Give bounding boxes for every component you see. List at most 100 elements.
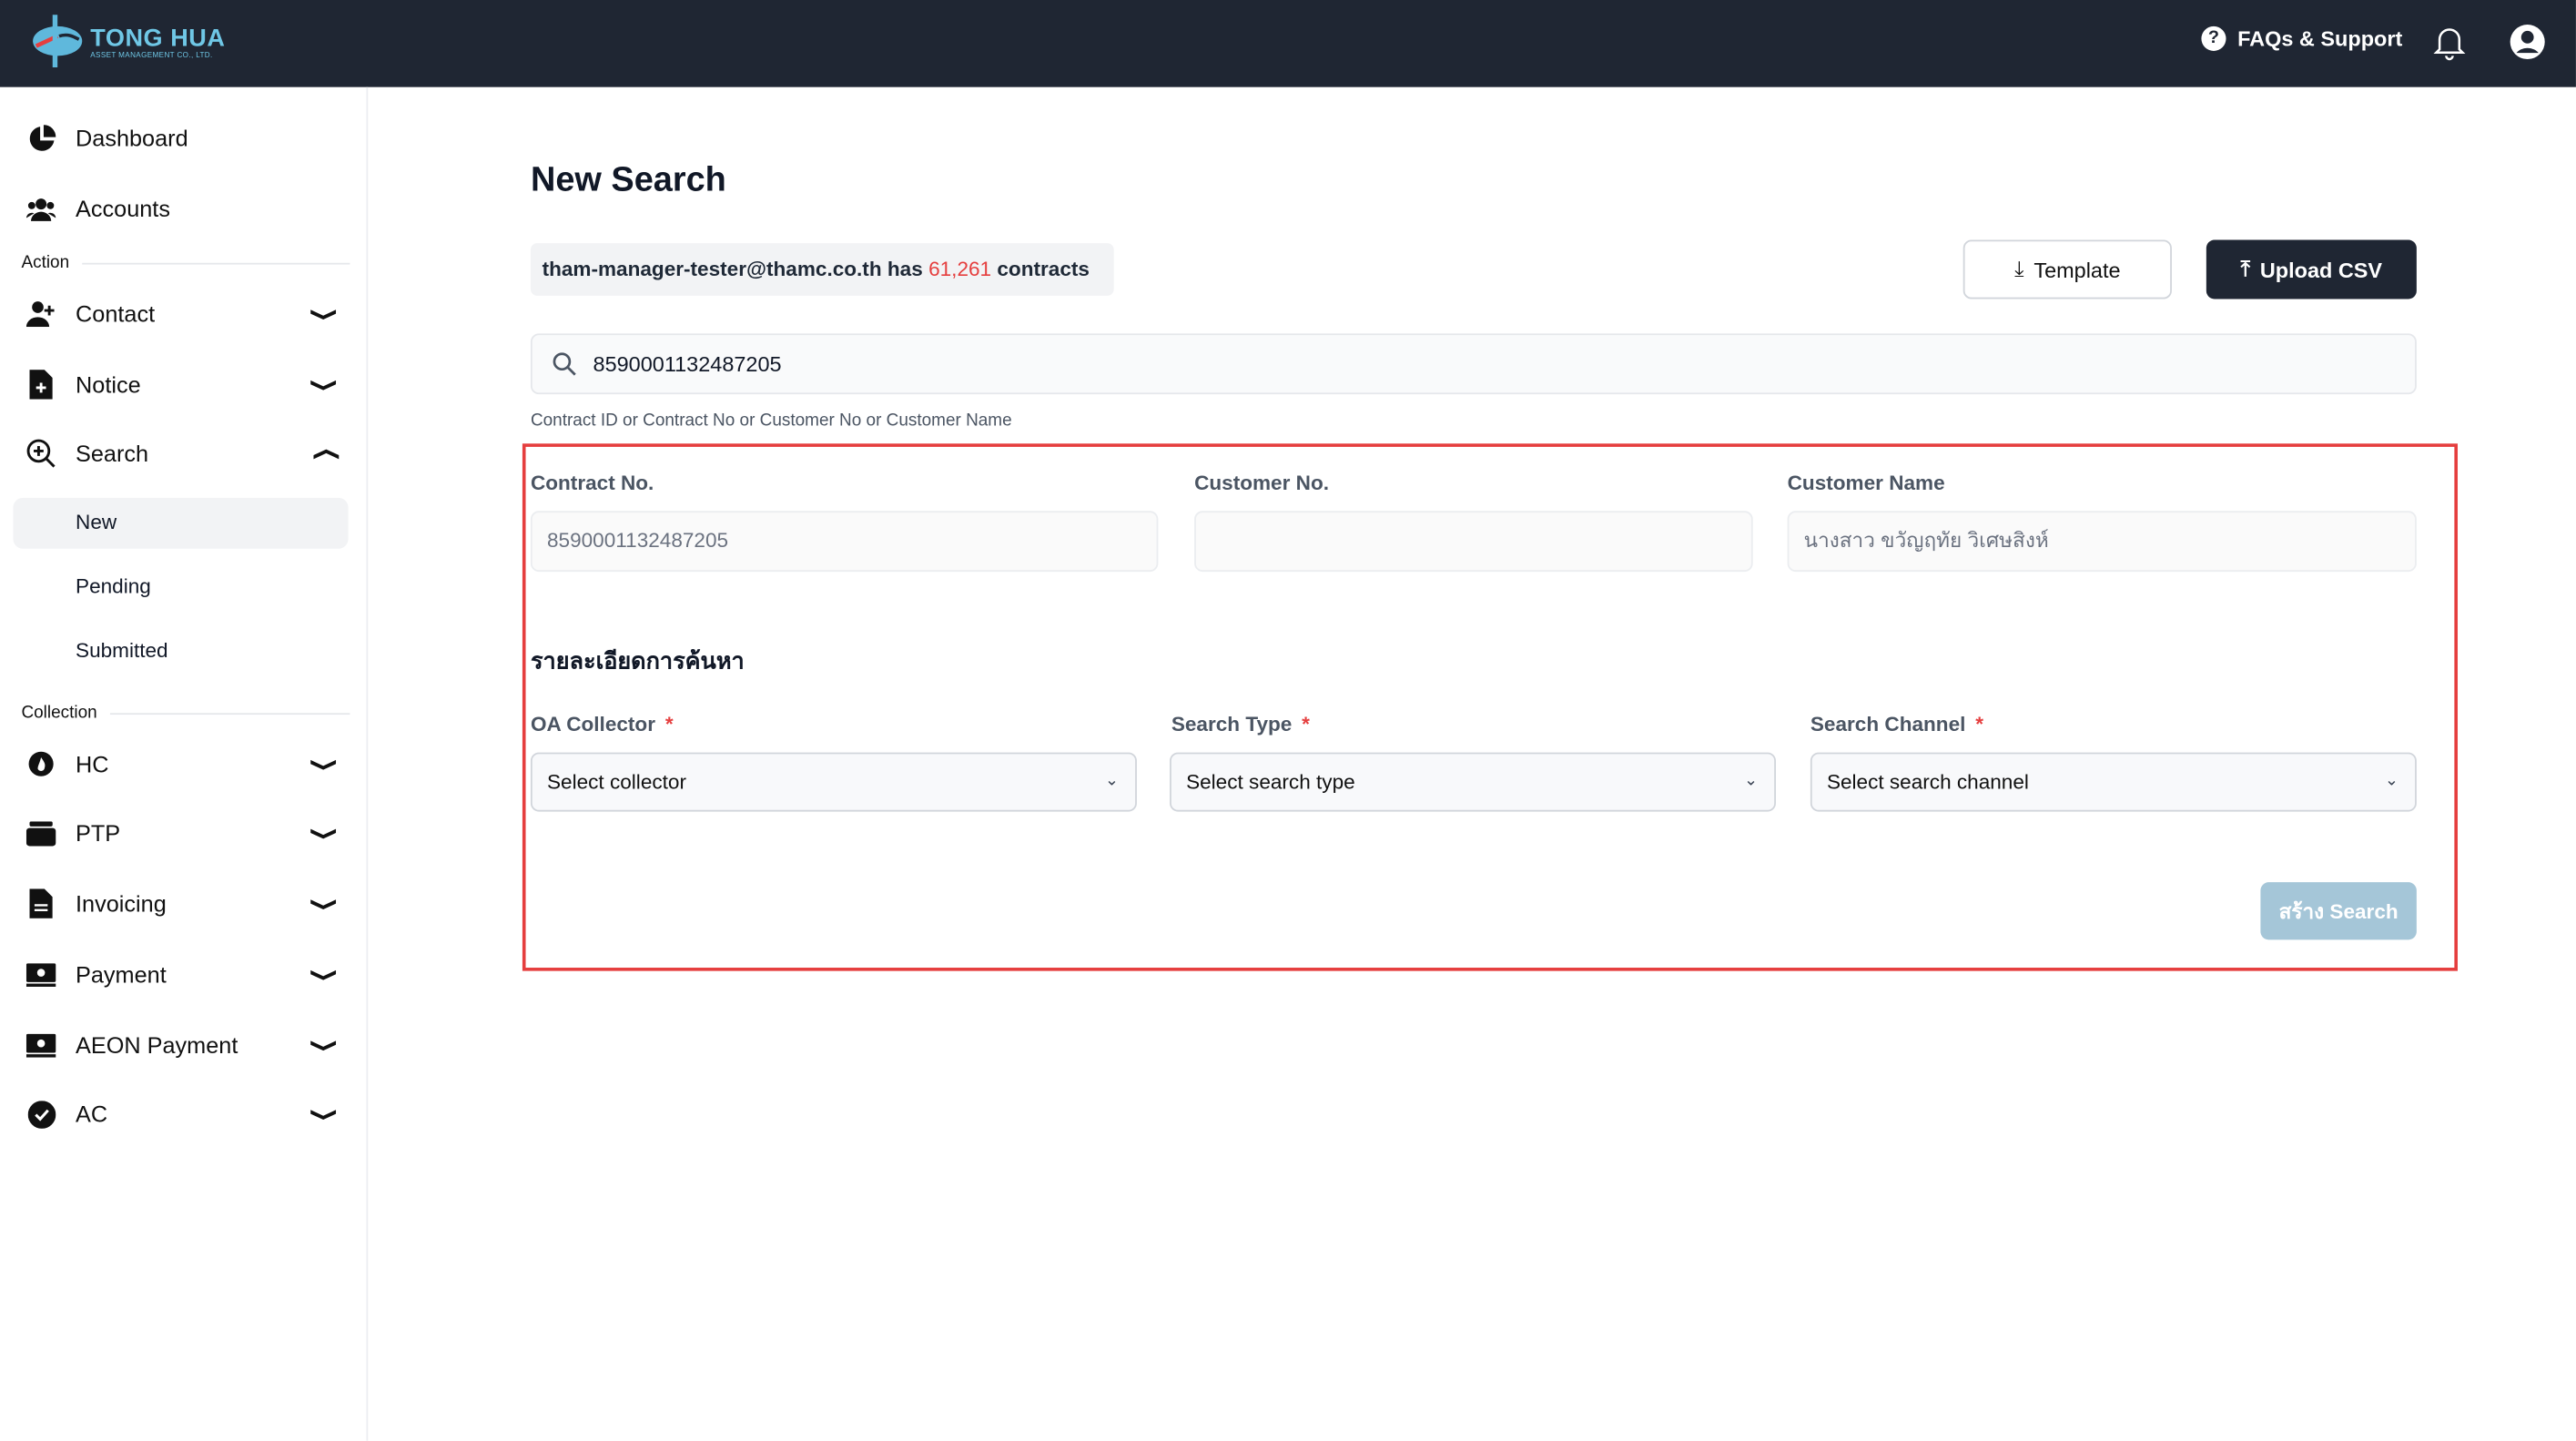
label: Template [2033,257,2121,282]
label: Contact [76,300,156,328]
sidebar-item-hc[interactable]: HC ❯ [26,749,339,778]
label: Invoicing [76,890,167,918]
document-icon [26,888,56,918]
required-mark: * [664,713,674,736]
chevron-down-icon: ❯ [309,377,338,392]
chevron-down-icon: ❯ [309,756,338,772]
chevron-down-icon: ❯ [309,825,338,841]
chevron-down-icon: ❯ [309,896,338,911]
sidebar-item-contact[interactable]: Contact ❯ [25,299,339,328]
bell-icon[interactable] [2433,25,2466,61]
search-channel-label: Search Channel * [1810,713,1983,736]
chevron-down-icon: ⌄ [1104,772,1120,791]
search-help-text: Contract ID or Contract No or Customer N… [530,411,1012,431]
search-channel-select[interactable]: Select search channel ⌄ [1810,752,2417,812]
customer-name-field[interactable]: นางสาว ขวัญฤทัย วิเศษสิงห์ [1787,511,2417,573]
sidebar-item-dashboard[interactable]: Dashboard [26,123,339,152]
users-icon [25,194,56,223]
info-suffix: contracts [997,258,1090,281]
contract-no-field[interactable]: 8590001132487205 [530,511,1159,573]
chevron-down-icon: ⌄ [1743,772,1759,791]
label: Search Channel [1810,713,1966,736]
sidebar-item-notice[interactable]: Notice ❯ [26,370,339,400]
sidebar-subitem-pending[interactable]: Pending [76,574,151,598]
chevron-up-icon: ❯ [311,445,340,462]
required-mark: * [1975,713,1984,736]
faq-support-link[interactable]: ? FAQs & Support [2201,25,2403,51]
sidebar-item-invoicing[interactable]: Invoicing ❯ [26,888,339,918]
label: Dashboard [76,125,188,152]
contract-count: 61,261 [928,258,992,281]
file-plus-icon [26,370,56,400]
sidebar-item-accounts[interactable]: Accounts [25,194,339,223]
search-type-select[interactable]: Select search type ⌄ [1170,752,1776,812]
download-icon: ⤓ [2014,256,2024,281]
customer-name-label: Customer Name [1787,471,1945,495]
customer-no-label: Customer No. [1194,471,1329,495]
search-icon [553,352,576,376]
user-email: tham-manager-tester@thamc.co.th [542,258,882,281]
page-title: New Search [530,160,726,199]
chevron-down-icon: ❯ [309,306,338,322]
value: Select search type [1186,770,1355,794]
fire-icon [26,749,56,778]
search-type-label: Search Type * [1171,713,1310,736]
chevron-down-icon: ❯ [309,1106,338,1121]
money-icon [25,959,56,989]
label: OA Collector [530,713,656,736]
search-input[interactable]: 8590001132487205 [530,333,2417,395]
value: Select collector [546,770,686,794]
faq-label: FAQs & Support [2237,25,2403,51]
info-has: has [887,258,923,281]
label: Notice [76,370,141,398]
question-icon: ? [2201,25,2226,51]
oa-collector-select[interactable]: Select collector ⌄ [530,752,1137,812]
create-search-button[interactable]: สร้าง Search [2260,882,2417,940]
search-value: 8590001132487205 [593,351,782,377]
brand-subtitle: ASSET MANAGEMENT CO., LTD. [90,50,213,59]
label: HC [76,750,109,777]
required-mark: * [1302,713,1310,736]
template-download-button[interactable]: ⤓ Template [1962,239,2172,299]
pie-chart-icon [26,123,56,152]
user-plus-icon [25,299,56,328]
sidebar-subitem-new[interactable]: New [13,497,349,549]
brand-name: TONG HUA [90,25,226,53]
upload-csv-button[interactable]: ⤒ Upload CSV [2206,239,2417,299]
sidebar-item-payment[interactable]: Payment ❯ [25,959,339,989]
oa-collector-label: OA Collector * [531,713,674,736]
label: PTP [76,819,121,847]
label: Search [76,440,149,467]
section-label-collection: Collection [21,703,350,723]
tong-hua-logo[interactable] [29,13,85,68]
zoom-in-icon [26,439,56,468]
upload-icon: ⤒ [2240,256,2250,281]
label: Payment [76,960,167,988]
section-title: รายละเอียดการค้นหา [530,647,745,674]
sidebar-subitem-submitted[interactable]: Submitted [76,639,168,663]
label: Search Type [1171,713,1293,736]
wallet-icon [25,818,56,847]
top-bar: TONG HUA ASSET MANAGEMENT CO., LTD. ? FA… [0,0,2576,87]
customer-no-field[interactable] [1194,511,1753,573]
user-avatar-icon[interactable] [2509,23,2547,61]
money-icon [25,1030,56,1060]
chevron-down-icon: ❯ [309,1037,338,1053]
chevron-down-icon: ❯ [309,966,338,982]
highlight-box [522,443,2458,971]
label: Upload CSV [2259,257,2383,282]
sidebar-item-aeon-payment[interactable]: AEON Payment ❯ [25,1030,339,1060]
chevron-down-icon: ⌄ [2384,772,2399,791]
sidebar-item-ac[interactable]: AC ❯ [26,1099,339,1128]
value: Select search channel [1826,770,2029,794]
sidebar: Dashboard Accounts Action Contact ❯ Notic… [0,86,369,1441]
label: AC [76,1101,108,1128]
sidebar-item-ptp[interactable]: PTP ❯ [25,818,339,847]
contract-no-label: Contract No. [530,471,654,495]
label: AEON Payment [76,1031,238,1059]
sidebar-item-search[interactable]: Search ❯ [26,439,340,468]
label: Accounts [76,195,170,222]
check-circle-icon [26,1099,56,1128]
contracts-info-badge: tham-manager-tester@thamc.co.th has 61,2… [530,243,1114,296]
section-label-action: Action [21,253,350,273]
